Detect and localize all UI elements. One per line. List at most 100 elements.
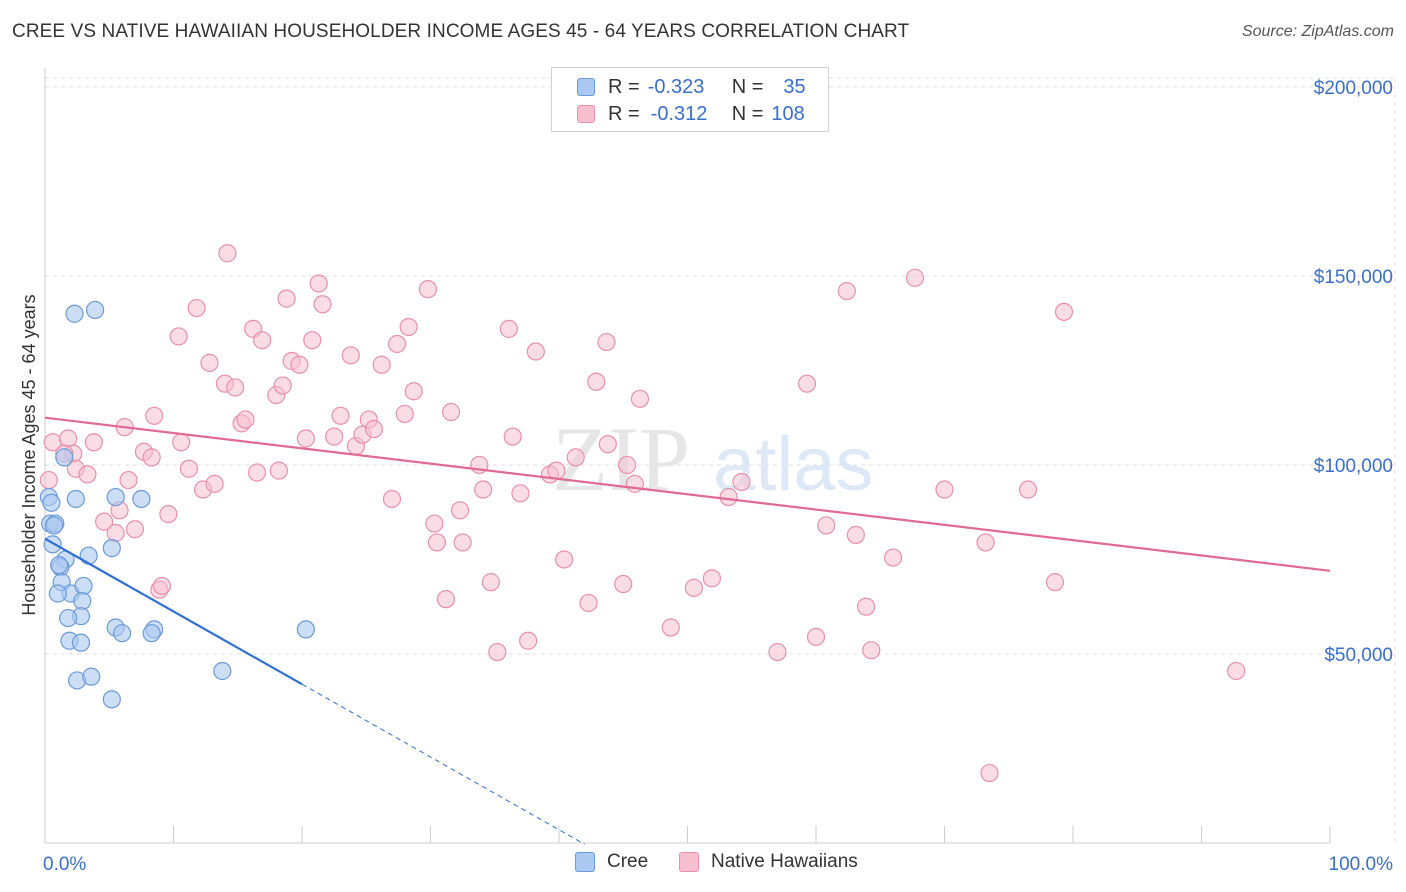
x-tick-label: 0.0% <box>43 854 86 875</box>
cree-point <box>112 624 132 643</box>
cree-point <box>55 448 74 467</box>
y-tick-label: $100,000 <box>1314 456 1393 477</box>
native-point <box>630 389 650 408</box>
native-point <box>372 355 391 374</box>
bottom-legend-cree: Cree <box>575 851 648 873</box>
native-point <box>95 512 114 531</box>
native-point <box>526 342 545 361</box>
cree-trend-line <box>44 537 303 686</box>
native-point <box>200 353 219 372</box>
native-point <box>587 372 606 391</box>
native-point <box>436 590 456 609</box>
native-point <box>427 533 447 552</box>
native-point <box>290 355 309 374</box>
native-point <box>247 463 267 482</box>
legend-r-value: -0.323 <box>647 75 705 98</box>
native-point <box>579 593 598 613</box>
cree-label: Cree <box>607 851 649 872</box>
native-point <box>862 641 881 660</box>
native-trend-line <box>44 416 1331 572</box>
native-point <box>325 427 344 446</box>
native-point <box>205 474 224 493</box>
native-point <box>768 642 787 662</box>
native-point <box>846 525 865 544</box>
legend-row-native: R = -0.312 N = 108 <box>552 102 805 126</box>
native-swatch <box>679 852 699 872</box>
legend-n-value: 108 <box>771 102 805 125</box>
native-point <box>976 533 995 552</box>
native-point <box>453 533 472 552</box>
native-point <box>341 346 360 365</box>
correlation-legend: R = -0.323 N = 35 R = -0.312 N = 108 <box>551 67 829 132</box>
x-tick-label: 100.0% <box>1329 854 1394 875</box>
y-axis-title: Householder Income Ages 45 - 64 years <box>19 294 39 615</box>
y-tick-labels: $50,000 $100,000 $150,000 $200,000 <box>1314 78 1393 666</box>
native-point <box>78 465 97 484</box>
native-point <box>732 472 751 492</box>
cree-point <box>73 591 92 611</box>
native-point <box>503 427 522 446</box>
native-point <box>614 574 633 594</box>
native-point <box>172 433 191 452</box>
native-point <box>566 448 585 467</box>
native-point <box>152 576 172 596</box>
watermark-atlas: atlas <box>713 422 874 507</box>
cree-point <box>142 624 161 643</box>
native-point <box>84 433 103 452</box>
cree-swatch <box>575 852 595 872</box>
native-point <box>364 419 384 439</box>
watermark: ZIP atlas <box>552 408 874 510</box>
native-point <box>119 470 138 490</box>
native-point <box>269 461 288 480</box>
legend-n-label: N = <box>731 102 764 125</box>
native-point <box>187 298 206 318</box>
native-point <box>179 459 199 478</box>
native-point <box>106 523 125 543</box>
legend-r-label: R = <box>608 75 640 98</box>
native-point <box>837 281 856 301</box>
native-point <box>625 474 644 493</box>
native-point <box>159 504 178 524</box>
bottom-legend-native: Native Hawaiians <box>679 851 858 873</box>
native-point <box>296 429 315 448</box>
native-point <box>142 448 161 467</box>
native-point <box>797 374 817 393</box>
cree-point <box>106 487 125 507</box>
native-point <box>905 268 925 287</box>
trend-lines <box>44 416 1331 845</box>
native-point <box>59 429 78 448</box>
native-point <box>684 578 704 597</box>
native-point <box>313 295 332 314</box>
x-tick-labels: 0.0% 100.0% <box>43 854 1393 875</box>
y-tick-label: $200,000 <box>1314 78 1393 99</box>
native-point <box>618 455 637 475</box>
y-tick-label: $150,000 <box>1314 267 1393 288</box>
native-point <box>418 280 438 299</box>
native-point <box>883 548 903 567</box>
cree-point <box>44 516 64 535</box>
native-point <box>719 487 738 507</box>
cree-point <box>50 556 69 575</box>
native-point <box>806 627 826 647</box>
cree-trend-extension <box>301 683 585 845</box>
cree-point <box>43 535 62 554</box>
native-point <box>519 631 538 650</box>
native-point <box>309 274 328 293</box>
native-point <box>425 514 444 533</box>
cree-point <box>86 300 105 320</box>
native-point <box>450 501 470 520</box>
legend-n-value: 35 <box>783 75 806 98</box>
cree-point <box>48 584 67 603</box>
native-point <box>399 317 418 337</box>
native-point <box>125 520 145 539</box>
native-hawaiians-points <box>39 244 1246 783</box>
cree-points <box>39 300 315 709</box>
cree-point <box>132 489 151 509</box>
y-tick-label: $50,000 <box>1324 645 1393 666</box>
cree-point <box>79 546 98 565</box>
native-point <box>481 573 500 592</box>
legend-r-label: R = <box>608 102 640 125</box>
native-swatch <box>577 105 595 123</box>
native-point <box>935 480 954 499</box>
legend-n-label: N = <box>731 75 764 98</box>
